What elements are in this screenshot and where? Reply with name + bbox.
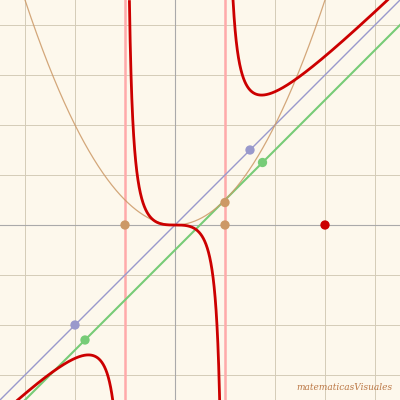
Text: matematicasVisuales: matematicasVisuales (296, 383, 392, 392)
Point (82, 337, 88, 343)
Point (222, 222, 228, 228)
Point (322, 222, 328, 228)
Point (247, 147, 253, 153)
Point (72, 322, 78, 328)
Point (259, 159, 266, 166)
Point (122, 222, 128, 228)
Point (222, 199, 228, 206)
